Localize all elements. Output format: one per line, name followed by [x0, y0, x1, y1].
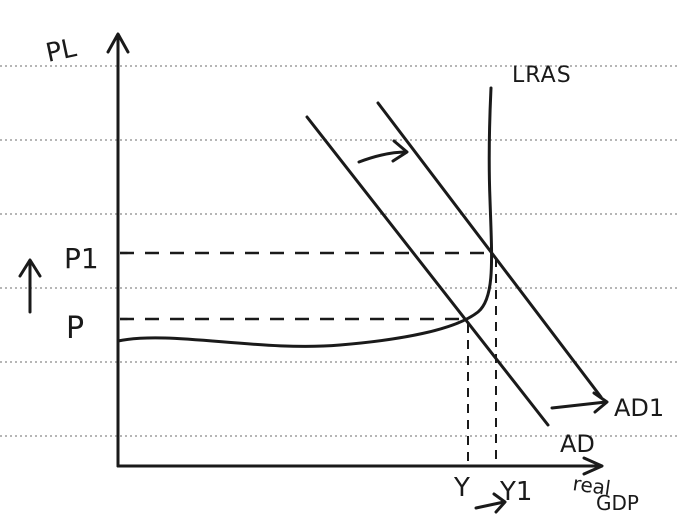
y1-label: Y1 [499, 477, 532, 507]
ad1-label-arrow [550, 400, 608, 410]
ad-shift-arrow [357, 150, 408, 164]
ad-shift-arrowhead [391, 139, 409, 163]
lras-curve [116, 86, 494, 348]
ad1-label: AD1 [614, 394, 664, 422]
y-axis-label: PL [43, 33, 79, 69]
x-axis-label-line2: GDP [596, 491, 639, 515]
output-increase-arrowhead [492, 492, 507, 514]
ad1-label-arrowhead [592, 391, 609, 414]
ad-label: AD [560, 430, 595, 458]
output-increase-arrow [474, 500, 506, 510]
x-axis-arrowhead [582, 456, 604, 476]
p-label: P [66, 311, 84, 346]
price-rise-arrowhead [18, 258, 42, 278]
notebook-ruled-lines [0, 65, 677, 437]
p1-label: P1 [64, 242, 99, 275]
x-axis-label-line1: real [571, 471, 612, 500]
ad-curve [305, 115, 550, 427]
y-axis-arrowhead [106, 32, 130, 54]
y-label: Y [453, 473, 470, 503]
lras-label: LRAS [512, 63, 572, 88]
ad1-curve [376, 101, 603, 399]
